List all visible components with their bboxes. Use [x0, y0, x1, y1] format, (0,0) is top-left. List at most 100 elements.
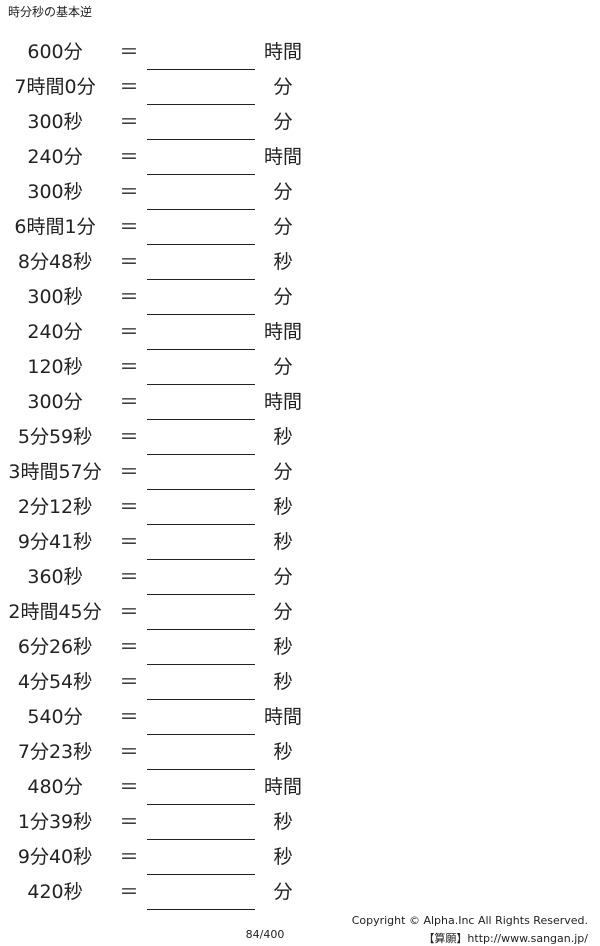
answer-unit: 分 — [273, 566, 293, 588]
equals-sign: ＝ — [119, 146, 139, 168]
problem-left: 7分23秒 — [17, 741, 93, 763]
problem-left: 360秒 — [27, 566, 83, 588]
problem-left: 7時間0分 — [14, 76, 96, 98]
answer-unit: 時間 — [263, 41, 302, 63]
answer-blank — [147, 839, 255, 840]
answer-blank — [147, 139, 255, 140]
answer-unit: 分 — [273, 461, 293, 483]
equals-sign: ＝ — [119, 461, 139, 483]
answer-blank — [147, 244, 255, 245]
equals-sign: ＝ — [119, 636, 139, 658]
answer-unit: 分 — [273, 881, 293, 903]
answer-blank — [147, 524, 255, 525]
problem-left: 9分40秒 — [17, 846, 93, 868]
answer-unit: 秒 — [273, 251, 293, 273]
answer-unit: 分 — [273, 216, 293, 238]
answer-unit: 分 — [273, 181, 293, 203]
answer-blank — [147, 664, 255, 665]
problem-left: 420秒 — [27, 881, 83, 903]
answer-blank — [147, 594, 255, 595]
answer-blank — [147, 314, 255, 315]
answer-unit: 時間 — [263, 321, 302, 343]
equals-sign: ＝ — [119, 356, 139, 378]
equals-sign: ＝ — [119, 391, 139, 413]
answer-blank — [147, 69, 255, 70]
answer-blank — [147, 909, 255, 910]
answer-unit: 分 — [273, 356, 293, 378]
answer-unit: 時間 — [263, 706, 302, 728]
problem-left: 8分48秒 — [17, 251, 93, 273]
site: 【算願】http://www.sangan.jp/ — [423, 932, 588, 945]
answer-unit: 秒 — [273, 811, 293, 833]
answer-unit: 秒 — [273, 636, 293, 658]
answer-unit: 秒 — [273, 671, 293, 693]
answer-blank — [147, 874, 255, 875]
problem-left: 1分39秒 — [17, 811, 93, 833]
answer-unit: 分 — [273, 601, 293, 623]
answer-blank — [147, 279, 255, 280]
equals-sign: ＝ — [119, 41, 139, 63]
problem-left: 300秒 — [27, 286, 83, 308]
copyright: Copyright © Alpha.Inc All Rights Reserve… — [351, 914, 588, 927]
equals-sign: ＝ — [119, 706, 139, 728]
problem-left: 540分 — [27, 706, 83, 728]
equals-sign: ＝ — [119, 426, 139, 448]
equals-sign: ＝ — [119, 531, 139, 553]
problem-left: 6時間1分 — [14, 216, 96, 238]
answer-blank — [147, 699, 255, 700]
answer-unit: 秒 — [273, 741, 293, 763]
answer-blank — [147, 769, 255, 770]
answer-blank — [147, 384, 255, 385]
equals-sign: ＝ — [119, 181, 139, 203]
equals-sign: ＝ — [119, 251, 139, 273]
problem-left: 120秒 — [27, 356, 83, 378]
answer-unit: 秒 — [273, 426, 293, 448]
problem-left: 9分41秒 — [17, 531, 93, 553]
equals-sign: ＝ — [119, 111, 139, 133]
equals-sign: ＝ — [119, 881, 139, 903]
answer-unit: 時間 — [263, 776, 302, 798]
answer-unit: 分 — [273, 286, 293, 308]
problem-left: 5分59秒 — [17, 426, 93, 448]
answer-blank — [147, 419, 255, 420]
problem-left: 300分 — [27, 391, 83, 413]
answer-blank — [147, 104, 255, 105]
problem-left: 480分 — [27, 776, 83, 798]
equals-sign: ＝ — [119, 566, 139, 588]
problem-left: 2分12秒 — [17, 496, 93, 518]
answer-unit: 秒 — [273, 531, 293, 553]
answer-blank — [147, 559, 255, 560]
answer-blank — [147, 734, 255, 735]
problem-left: 300秒 — [27, 111, 83, 133]
answer-blank — [147, 804, 255, 805]
equals-sign: ＝ — [119, 811, 139, 833]
problem-left: 300秒 — [27, 181, 83, 203]
problem-left: 4分54秒 — [17, 671, 93, 693]
problem-left: 600分 — [27, 41, 83, 63]
equals-sign: ＝ — [119, 286, 139, 308]
problem-left: 240分 — [27, 321, 83, 343]
answer-blank — [147, 349, 255, 350]
answer-unit: 秒 — [273, 496, 293, 518]
equals-sign: ＝ — [119, 76, 139, 98]
page-number: 84/400 — [245, 928, 285, 941]
problem-left: 6分26秒 — [17, 636, 93, 658]
title: 時分秒の基本逆 — [8, 5, 93, 19]
equals-sign: ＝ — [119, 846, 139, 868]
answer-unit: 分 — [273, 111, 293, 133]
equals-sign: ＝ — [119, 741, 139, 763]
equals-sign: ＝ — [119, 601, 139, 623]
answer-blank — [147, 629, 255, 630]
equals-sign: ＝ — [119, 216, 139, 238]
answer-unit: 分 — [273, 76, 293, 98]
problem-left: 240分 — [27, 146, 83, 168]
problem-left: 2時間45分 — [8, 601, 102, 623]
answer-unit: 秒 — [273, 846, 293, 868]
equals-sign: ＝ — [119, 776, 139, 798]
answer-unit: 時間 — [263, 146, 302, 168]
equals-sign: ＝ — [119, 496, 139, 518]
answer-blank — [147, 174, 255, 175]
problem-left: 3時間57分 — [8, 461, 102, 483]
answer-blank — [147, 489, 255, 490]
